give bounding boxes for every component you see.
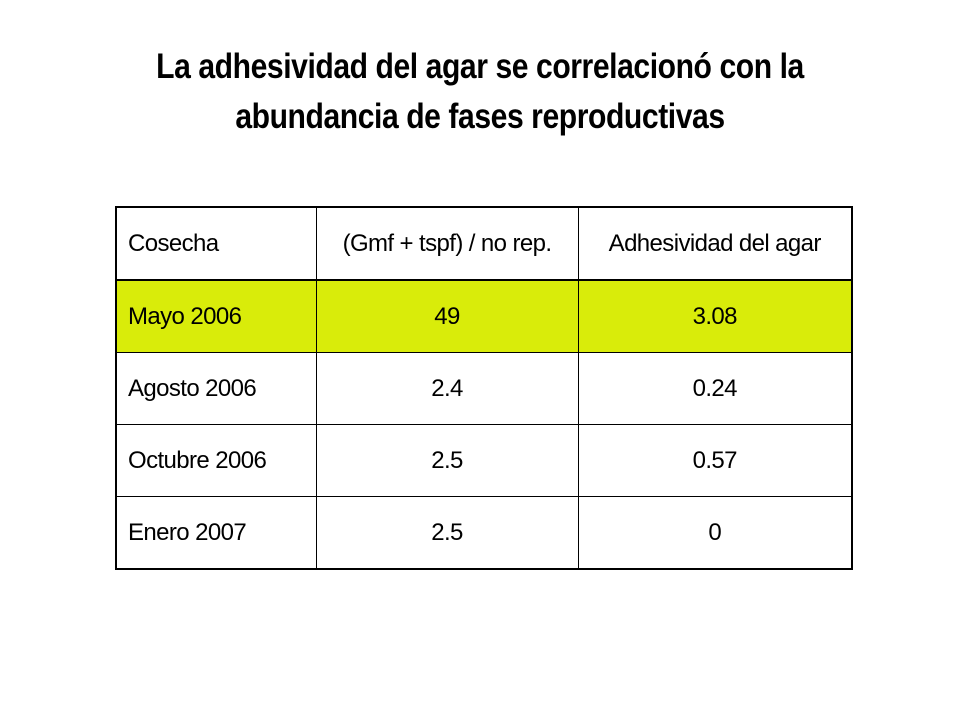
table-row: Agosto 2006 2.4 0.24 [115, 352, 853, 425]
table-row: Mayo 2006 49 3.08 [115, 279, 853, 353]
title-line-1: La adhesividad del agar se correlacionó … [156, 47, 804, 86]
cell-ratio: 2.5 [315, 496, 579, 570]
cell-cosecha: Agosto 2006 [115, 352, 317, 425]
header-cosecha: Cosecha [115, 206, 317, 281]
data-table: Cosecha (Gmf + tspf) / no rep. Adhesivid… [115, 206, 853, 570]
cell-adhesividad: 3.08 [577, 279, 853, 353]
cell-adhesividad: 0.24 [577, 352, 853, 425]
header-ratio: (Gmf + tspf) / no rep. [315, 206, 579, 281]
cell-ratio: 49 [315, 279, 579, 353]
slide-title: La adhesividad del agar se correlacionó … [102, 42, 859, 142]
cell-adhesividad: 0 [577, 496, 853, 570]
cell-cosecha: Octubre 2006 [115, 424, 317, 497]
table-row: Enero 2007 2.5 0 [115, 496, 853, 570]
header-adhesividad: Adhesividad del agar [577, 206, 853, 281]
table-header-row: Cosecha (Gmf + tspf) / no rep. Adhesivid… [115, 206, 853, 281]
cell-ratio: 2.5 [315, 424, 579, 497]
cell-ratio: 2.4 [315, 352, 579, 425]
cell-adhesividad: 0.57 [577, 424, 853, 497]
table-row: Octubre 2006 2.5 0.57 [115, 424, 853, 497]
cell-cosecha: Enero 2007 [115, 496, 317, 570]
title-line-2: abundancia de fases reproductivas [235, 97, 725, 136]
cell-cosecha: Mayo 2006 [115, 279, 317, 353]
